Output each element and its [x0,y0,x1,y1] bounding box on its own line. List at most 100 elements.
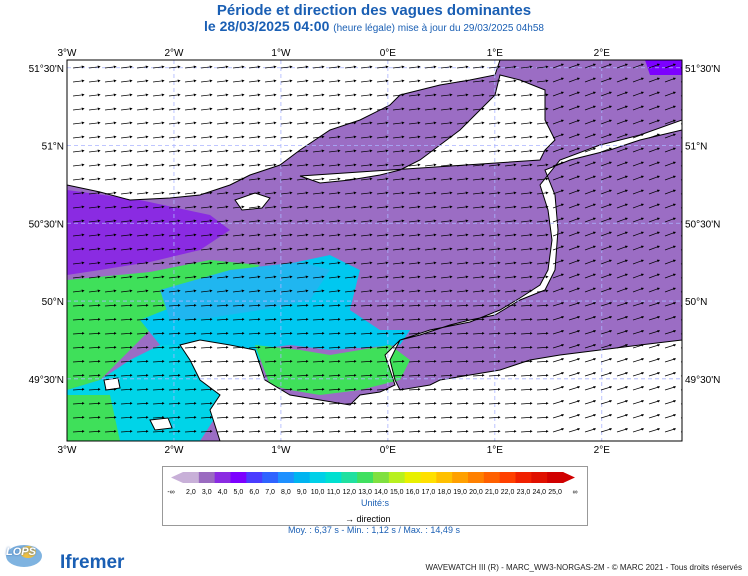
direction-arrow [648,400,661,405]
direction-arrow [584,161,596,167]
direction-arrow [296,65,309,69]
direction-arrow [248,191,261,195]
direction-arrow [536,93,549,97]
direction-arrow [552,77,564,83]
direction-arrow [424,177,437,181]
direction-arrow [584,372,597,377]
direction-arrow [216,345,229,349]
direction-arrow [136,373,149,377]
legend-swatch [420,472,437,483]
direction-arrow [88,219,101,223]
direction-arrow [152,149,165,153]
direction-arrow [216,219,229,223]
direction-arrow [648,119,660,125]
direction-arrow [472,359,485,363]
direction-arrow [488,79,501,83]
direction-arrow [280,247,293,251]
direction-arrow [600,231,612,237]
direction-arrow [296,219,309,223]
direction-arrow [168,401,181,405]
direction-arrow [472,275,485,279]
direction-arrow [632,203,644,209]
direction-arrow [328,121,341,125]
direction-arrow [520,247,533,251]
direction-arrow [232,233,245,237]
direction-arrow [552,133,564,139]
direction-arrow [280,387,293,391]
direction-arrow [296,233,309,237]
direction-arrow [136,107,149,111]
direction-arrow [312,149,325,153]
direction-arrow [472,331,485,335]
direction-arrow [424,149,437,153]
direction-arrow [280,373,293,377]
direction-arrow [344,345,357,349]
direction-arrow [552,189,564,195]
direction-arrow [344,135,357,139]
direction-arrow [664,175,676,181]
direction-arrow [408,289,421,293]
direction-arrow [408,317,421,321]
direction-arrow [584,259,596,265]
direction-arrow [168,135,181,139]
legend-swatch [309,472,326,483]
direction-arrow [360,415,373,419]
legend-value-label: 13,0 [358,489,372,496]
direction-arrow [408,233,421,237]
direction-arrow [280,191,293,195]
direction-arrow [104,107,117,111]
direction-arrow [120,191,133,195]
direction-arrow [504,163,517,167]
legend-swatch [468,472,485,483]
direction-arrow [72,289,85,293]
direction-arrow [552,91,564,97]
direction-arrow [120,79,133,83]
direction-arrow [264,345,277,349]
direction-arrow [104,219,117,223]
direction-arrow [392,121,405,125]
direction-arrow [616,105,628,111]
direction-arrow [616,231,628,237]
direction-arrow [488,93,501,97]
direction-arrow [520,65,533,69]
direction-arrow [424,247,437,251]
direction-arrow [552,259,564,265]
update-note: (heure légale) mise à jour du 29/03/2025… [333,23,544,34]
direction-arrow [600,91,612,97]
direction-arrow [104,163,117,167]
direction-arrow [616,273,628,279]
direction-arrow [632,217,644,223]
direction-arrow [648,273,660,279]
direction-arrow [232,247,245,251]
direction-arrow [264,233,277,237]
direction-arrow [520,219,533,223]
direction-arrow [216,331,229,335]
legend-max-label: ∞ [573,489,578,496]
direction-arrow [296,275,309,279]
direction-arrow [88,359,101,363]
direction-arrow [648,217,660,223]
direction-arrow [536,247,549,251]
direction-arrow [456,331,469,335]
direction-arrow [392,163,405,167]
direction-arrow [616,133,628,139]
direction-arrow [184,429,197,433]
direction-arrow [664,287,676,293]
direction-arrow [312,401,325,405]
direction-arrow [296,373,309,377]
direction-arrow [152,317,165,321]
direction-arrow [440,219,453,223]
direction-arrow [280,163,293,167]
direction-arrow [664,161,676,167]
direction-arrow [664,302,677,307]
direction-arrow [184,177,197,181]
direction-arrow [472,415,485,419]
direction-arrow [264,289,277,293]
direction-arrow [456,359,469,363]
direction-arrow [216,317,229,321]
direction-arrow [216,359,229,363]
direction-arrow [520,317,533,321]
direction-arrow [360,219,373,223]
direction-arrow [568,119,580,125]
direction-arrow [312,429,325,433]
